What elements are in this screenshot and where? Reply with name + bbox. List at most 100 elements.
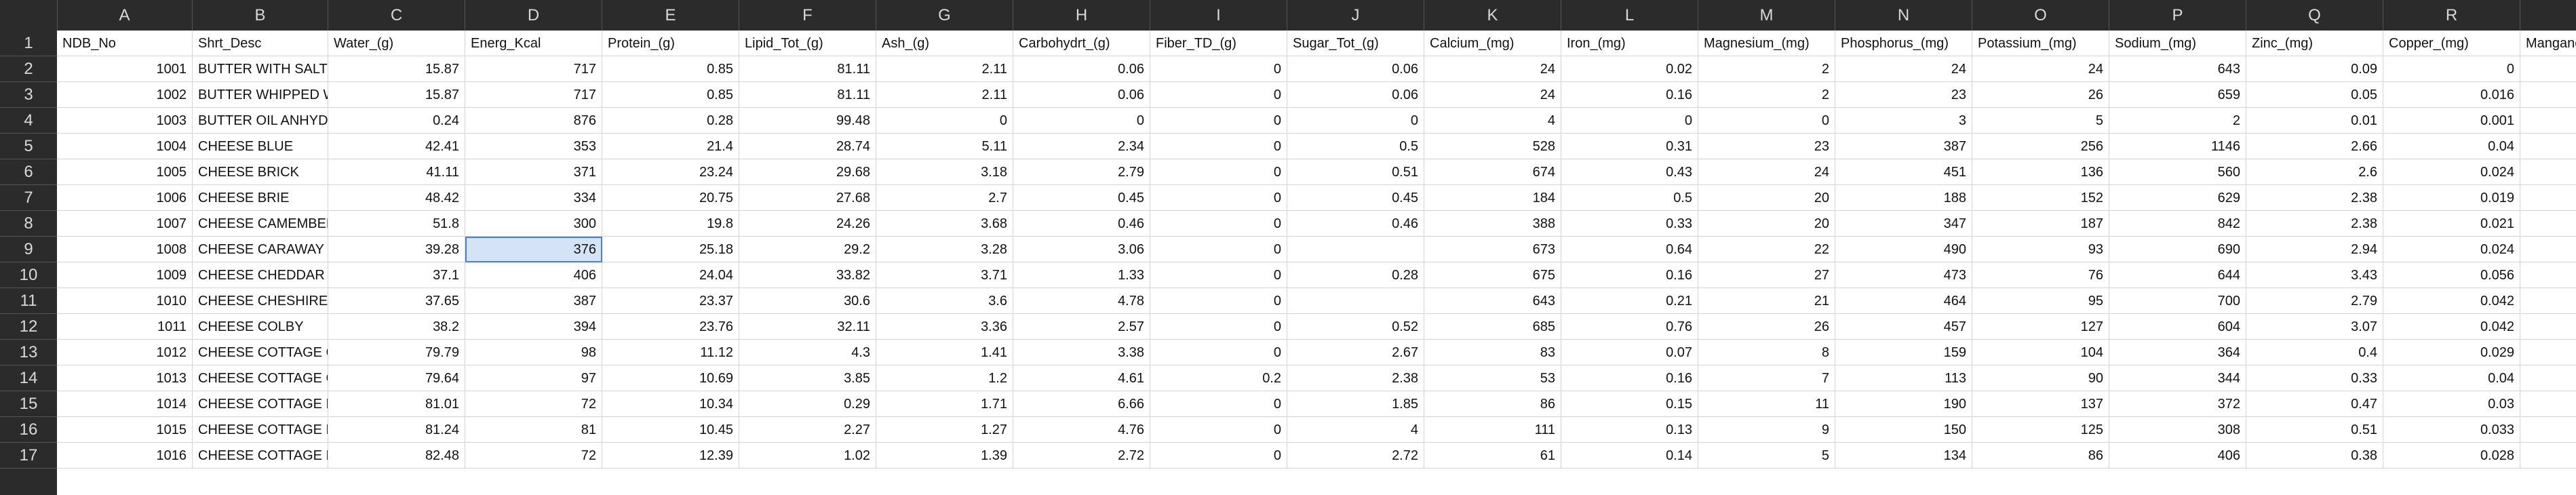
cell-h16[interactable]: 4.76: [1013, 417, 1150, 443]
cell-d1[interactable]: Energ_Kcal: [465, 31, 602, 56]
cell-i1[interactable]: Fiber_TD_(g): [1150, 31, 1287, 56]
cell-o11[interactable]: 95: [1972, 288, 2109, 314]
cell-l9[interactable]: 0.64: [1561, 237, 1698, 262]
cell-r4[interactable]: 0.001: [2383, 108, 2520, 134]
cell-s3[interactable]: [2520, 82, 2576, 108]
cell-h17[interactable]: 2.72: [1013, 443, 1150, 469]
cell-r7[interactable]: 0.019: [2383, 185, 2520, 211]
cell-n17[interactable]: 134: [1835, 443, 1972, 469]
cell-d6[interactable]: 371: [465, 159, 602, 185]
cell-q1[interactable]: Zinc_(mg): [2246, 31, 2383, 56]
cell-e6[interactable]: 23.24: [602, 159, 739, 185]
cell-d11[interactable]: 387: [465, 288, 602, 314]
cell-f3[interactable]: 81.11: [739, 82, 876, 108]
cell-l2[interactable]: 0.02: [1561, 56, 1698, 82]
cell-l10[interactable]: 0.16: [1561, 262, 1698, 288]
cell-e14[interactable]: 10.69: [602, 365, 739, 391]
cell-i14[interactable]: 0.2: [1150, 365, 1287, 391]
column-header-B[interactable]: B: [193, 0, 328, 31]
cell-g14[interactable]: 1.2: [876, 365, 1013, 391]
cell-c7[interactable]: 48.42: [328, 185, 465, 211]
cell-r17[interactable]: 0.028: [2383, 443, 2520, 469]
row-header-12[interactable]: 12: [0, 314, 57, 340]
cell-p13[interactable]: 364: [2109, 340, 2246, 365]
cell-d15[interactable]: 72: [465, 391, 602, 417]
cell-o6[interactable]: 136: [1972, 159, 2109, 185]
cell-p2[interactable]: 643: [2109, 56, 2246, 82]
cell-e10[interactable]: 24.04: [602, 262, 739, 288]
cell-i5[interactable]: 0: [1150, 134, 1287, 159]
cell-j14[interactable]: 2.38: [1287, 365, 1424, 391]
cell-a7[interactable]: 1006: [57, 185, 193, 211]
cell-d10[interactable]: 406: [465, 262, 602, 288]
cell-c6[interactable]: 41.11: [328, 159, 465, 185]
cell-f12[interactable]: 32.11: [739, 314, 876, 340]
cell-c1[interactable]: Water_(g): [328, 31, 465, 56]
cell-g5[interactable]: 5.11: [876, 134, 1013, 159]
cell-q4[interactable]: 0.01: [2246, 108, 2383, 134]
cell-q6[interactable]: 2.6: [2246, 159, 2383, 185]
cell-p15[interactable]: 372: [2109, 391, 2246, 417]
cell-f2[interactable]: 81.11: [739, 56, 876, 82]
cell-m10[interactable]: 27: [1698, 262, 1835, 288]
cell-h10[interactable]: 1.33: [1013, 262, 1150, 288]
cell-s8[interactable]: [2520, 211, 2576, 237]
cell-g15[interactable]: 1.71: [876, 391, 1013, 417]
row-header-2[interactable]: 2: [0, 56, 57, 82]
cell-d13[interactable]: 98: [465, 340, 602, 365]
cell-l1[interactable]: Iron_(mg): [1561, 31, 1698, 56]
cell-q2[interactable]: 0.09: [2246, 56, 2383, 82]
cell-a12[interactable]: 1011: [57, 314, 193, 340]
cell-i3[interactable]: 0: [1150, 82, 1287, 108]
cell-n4[interactable]: 3: [1835, 108, 1972, 134]
cell-s14[interactable]: [2520, 365, 2576, 391]
cell-a13[interactable]: 1012: [57, 340, 193, 365]
cell-r1[interactable]: Copper_(mg): [2383, 31, 2520, 56]
cell-p7[interactable]: 629: [2109, 185, 2246, 211]
cell-r14[interactable]: 0.04: [2383, 365, 2520, 391]
column-header-I[interactable]: I: [1150, 0, 1287, 31]
cell-r13[interactable]: 0.029: [2383, 340, 2520, 365]
cell-i16[interactable]: 0: [1150, 417, 1287, 443]
cell-b8[interactable]: CHEESE CAMEMBERT: [193, 211, 328, 237]
cell-q12[interactable]: 3.07: [2246, 314, 2383, 340]
cell-f17[interactable]: 1.02: [739, 443, 876, 469]
cell-d9[interactable]: 376: [465, 237, 602, 262]
cell-e13[interactable]: 11.12: [602, 340, 739, 365]
cell-p11[interactable]: 700: [2109, 288, 2246, 314]
cell-k17[interactable]: 61: [1424, 443, 1561, 469]
column-header-C[interactable]: C: [328, 0, 465, 31]
cell-j6[interactable]: 0.51: [1287, 159, 1424, 185]
cell-j16[interactable]: 4: [1287, 417, 1424, 443]
cell-l16[interactable]: 0.13: [1561, 417, 1698, 443]
cell-m13[interactable]: 8: [1698, 340, 1835, 365]
cell-m2[interactable]: 2: [1698, 56, 1835, 82]
cell-s5[interactable]: [2520, 134, 2576, 159]
cell-f14[interactable]: 3.85: [739, 365, 876, 391]
cell-q9[interactable]: 2.94: [2246, 237, 2383, 262]
cell-n11[interactable]: 464: [1835, 288, 1972, 314]
cell-l12[interactable]: 0.76: [1561, 314, 1698, 340]
cell-l14[interactable]: 0.16: [1561, 365, 1698, 391]
cell-n7[interactable]: 188: [1835, 185, 1972, 211]
cell-o14[interactable]: 90: [1972, 365, 2109, 391]
cell-r9[interactable]: 0.024: [2383, 237, 2520, 262]
cell-g4[interactable]: 0: [876, 108, 1013, 134]
cell-p14[interactable]: 344: [2109, 365, 2246, 391]
cell-j4[interactable]: 0: [1287, 108, 1424, 134]
cell-k8[interactable]: 388: [1424, 211, 1561, 237]
cell-g8[interactable]: 3.68: [876, 211, 1013, 237]
cell-f8[interactable]: 24.26: [739, 211, 876, 237]
cell-e5[interactable]: 21.4: [602, 134, 739, 159]
cell-o8[interactable]: 187: [1972, 211, 2109, 237]
cell-r2[interactable]: 0: [2383, 56, 2520, 82]
cell-m6[interactable]: 24: [1698, 159, 1835, 185]
cell-d8[interactable]: 300: [465, 211, 602, 237]
cell-f1[interactable]: Lipid_Tot_(g): [739, 31, 876, 56]
cell-s10[interactable]: [2520, 262, 2576, 288]
cell-g12[interactable]: 3.36: [876, 314, 1013, 340]
cell-b16[interactable]: CHEESE COTTAGE LOWFAT 2% MILKFAT: [193, 417, 328, 443]
cell-j8[interactable]: 0.46: [1287, 211, 1424, 237]
cell-q8[interactable]: 2.38: [2246, 211, 2383, 237]
cell-o17[interactable]: 86: [1972, 443, 2109, 469]
